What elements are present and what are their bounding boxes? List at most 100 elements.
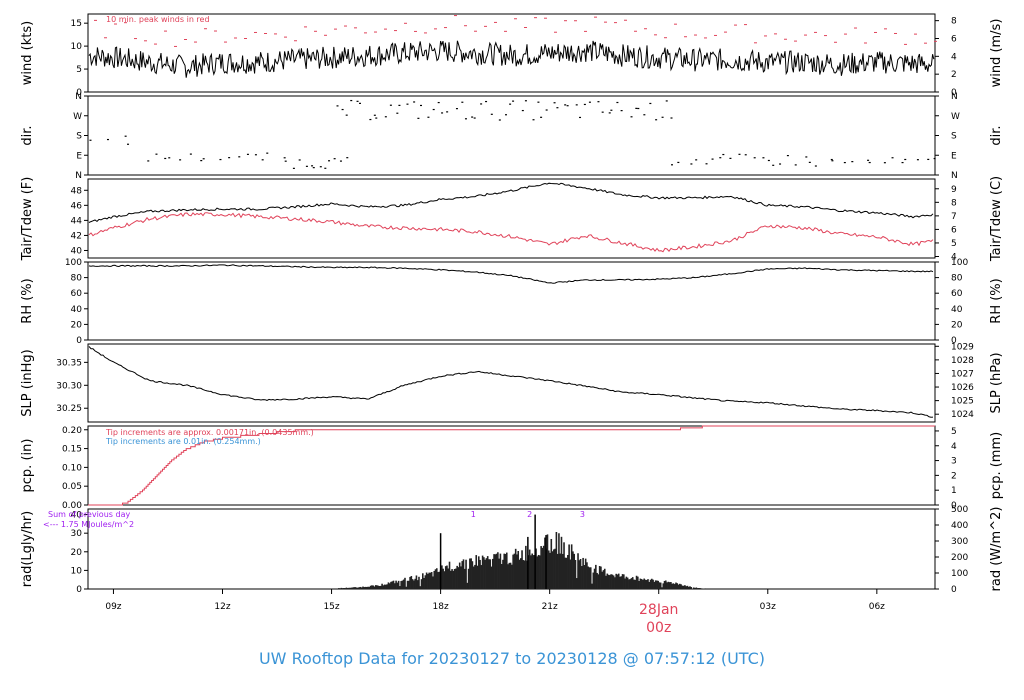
left-tick-label: 0 <box>76 585 82 595</box>
panel-wind: 0 5 10 15 0 2 4 6 8 wind (kts) wind (m/s) 10 min. p… <box>20 13 1004 98</box>
right-tick-label: 2 <box>951 471 957 481</box>
peak-wind-marks <box>94 15 937 47</box>
x-tick-label: 21z <box>542 602 558 612</box>
left-tick-label: 30.25 <box>56 404 82 414</box>
right-tick-label: 200 <box>951 553 968 563</box>
y-axis-label-right: wind (m/s) <box>989 19 1004 88</box>
date-sublabel: 00z <box>646 620 671 636</box>
right-tick-label: 300 <box>951 537 968 547</box>
x-tick-label: 03z <box>760 602 776 612</box>
chart-title: UW Rooftop Data for 20230127 to 20230128… <box>258 649 766 668</box>
panel-frame <box>87 95 936 176</box>
right-tick-label: 5 <box>951 427 957 437</box>
right-tick-label: W <box>951 112 960 122</box>
left-tick-label: 10 <box>71 566 83 576</box>
x-tick-label: 12z <box>214 602 230 612</box>
left-tick-label: 40 <box>71 511 83 521</box>
right-tick-label: 5 <box>951 239 957 249</box>
left-tick-label: 20 <box>71 320 83 330</box>
left-tick-label: 20 <box>71 548 83 558</box>
panel-frame <box>87 178 936 259</box>
right-tick-label: 1 <box>951 486 957 496</box>
y-axis-label-left: rad(Lgly/hr) <box>20 511 35 587</box>
left-tick-label: 44 <box>71 216 83 226</box>
left-tick-label: 100 <box>65 258 82 268</box>
radiation-bars <box>338 514 707 589</box>
right-tick-label: N <box>951 92 958 102</box>
y-axis-label-left: RH (%) <box>20 278 35 323</box>
left-tick-label: 0.15 <box>62 445 82 455</box>
left-tick-label: 30.30 <box>56 381 82 391</box>
right-tick-label: 1029 <box>951 342 974 352</box>
right-tick-label: 8 <box>951 198 957 208</box>
left-tick-label: 5 <box>76 65 82 75</box>
panel-frame <box>87 343 936 423</box>
wind-direction-marks <box>89 99 936 169</box>
right-tick-label: 3 <box>951 457 957 467</box>
y-axis-label-left: dir. <box>20 125 35 145</box>
right-tick-label: 2 <box>951 70 957 80</box>
left-tick-label: 30 <box>71 529 83 539</box>
right-tick-label: 4 <box>951 52 957 62</box>
left-tick-label: 15 <box>71 19 82 29</box>
left-tick-label: 30.35 <box>56 358 82 368</box>
right-tick-label: 8 <box>951 17 957 27</box>
x-axis: 09z 12z 15z 18z 21z 03z 06z 28Jan 00z <box>105 589 885 636</box>
right-tick-label: 40 <box>951 305 963 315</box>
right-tick-label: 80 <box>951 274 963 284</box>
left-tick-label: 80 <box>71 274 83 284</box>
right-tick-label: 4 <box>951 252 957 262</box>
right-tick-label: 4 <box>951 442 957 452</box>
precip-annotation-blue: Tip increments are 0.01in. (0.254mm.) <box>105 437 261 446</box>
wind-speed-line <box>88 40 935 78</box>
right-tick-label: 1028 <box>951 356 974 366</box>
left-tick-label: 48 <box>71 186 83 196</box>
rad-marker-3: 3 <box>580 510 585 519</box>
y-axis-label-right: rad (W/m^2) <box>989 507 1004 592</box>
x-tick-label: 06z <box>869 602 885 612</box>
right-tick-label: N <box>951 171 958 181</box>
left-tick-label: W <box>73 112 82 122</box>
right-tick-label: 6 <box>951 225 957 235</box>
left-tick-label: S <box>76 132 82 142</box>
right-tick-label: E <box>951 151 957 161</box>
right-tick-label: 60 <box>951 289 963 299</box>
rad-marker-2: 2 <box>527 510 532 519</box>
y-axis-label-right: Tair/Tdew (C) <box>989 176 1004 262</box>
right-tick-label: 1024 <box>951 410 974 420</box>
y-axis-label-left: pcp. (in) <box>20 439 35 493</box>
right-tick-label: 500 <box>951 505 968 515</box>
x-tick-label: 18z <box>433 602 449 612</box>
left-tick-label: N <box>75 92 82 102</box>
y-axis-label-left: wind (kts) <box>20 21 35 85</box>
right-tick-label: 0 <box>951 501 957 511</box>
panel-temp: 40 42 44 46 48 4 5 6 7 8 9 Tair/Tdew (F) Tair/Tdew (… <box>20 176 1004 263</box>
right-tick-label: 6 <box>951 34 957 44</box>
right-tick-label: 20 <box>951 320 963 330</box>
left-tick-label: 10 <box>71 42 83 52</box>
right-tick-label: 100 <box>951 569 968 579</box>
right-tick-label: 1027 <box>951 369 974 379</box>
left-tick-label: 0 <box>76 88 82 98</box>
humidity-line <box>88 264 934 284</box>
right-tick-label: 0 <box>951 88 957 98</box>
right-tick-label: 0 <box>951 336 957 346</box>
right-tick-label: S <box>951 132 957 142</box>
y-axis-label-left: SLP (inHg) <box>20 349 35 417</box>
right-tick-label: 1025 <box>951 397 974 407</box>
panel-frame <box>87 13 936 93</box>
panel-pcp: 0.00 0.05 0.10 0.15 0.20 0 1 2 3 4 5 pcp. (in) pcp. … <box>20 425 1004 511</box>
x-tick-label: 09z <box>105 602 121 612</box>
left-tick-label: 0.05 <box>62 482 82 492</box>
panel-slp: 30.25 30.30 30.35 1024 1025 1026 1027 1028 1029 S… <box>20 342 1004 423</box>
air-temperature-line <box>88 182 934 223</box>
left-tick-label: 40 <box>71 246 83 256</box>
right-tick-label: 400 <box>951 521 968 531</box>
precip-annotation-red: Tip increments are approx. 0.00171in. (0… <box>105 428 314 437</box>
left-tick-label: 0 <box>76 336 82 346</box>
left-tick-label: 42 <box>71 231 82 241</box>
precip-accumulation-line <box>88 425 935 506</box>
